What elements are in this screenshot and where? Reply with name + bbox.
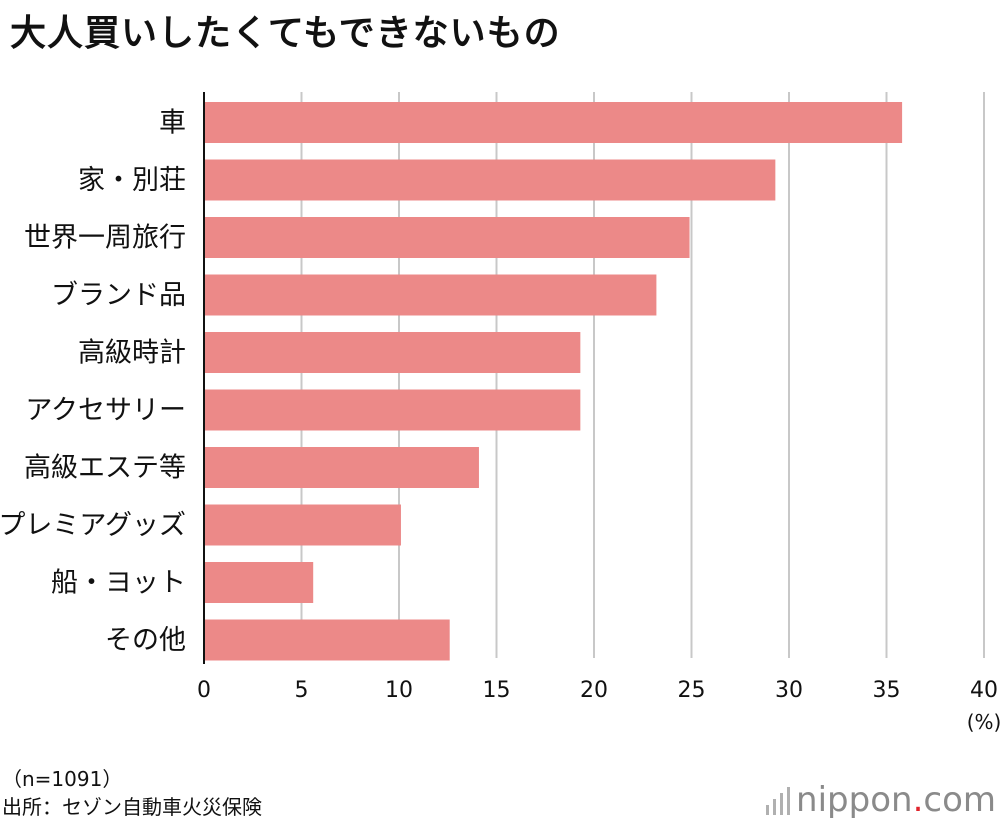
x-tick-label: 35 bbox=[873, 678, 901, 703]
bar bbox=[204, 505, 401, 546]
x-tick-label: 5 bbox=[295, 678, 309, 703]
bar bbox=[204, 447, 479, 488]
x-tick-label: 10 bbox=[385, 678, 413, 703]
logo-prefix: nippon bbox=[796, 780, 913, 820]
bar bbox=[204, 332, 580, 373]
logo-suffix: com bbox=[923, 780, 996, 820]
x-tick-label: 25 bbox=[678, 678, 706, 703]
category-label: 車 bbox=[159, 108, 186, 139]
bar-chart: 0 5 10 15 20 25 30 35 40 (%) 車家・別荘世界一周旅行ブランド品高級時計ア… bbox=[0, 0, 1000, 760]
bar bbox=[204, 562, 313, 603]
x-tick-label: 0 bbox=[197, 678, 211, 703]
source-note: 出所：セゾン自動車火災保険 bbox=[2, 791, 262, 820]
logo-dot: . bbox=[913, 780, 924, 820]
sample-size-note: （n=1091） bbox=[2, 763, 122, 792]
x-tick-label: 15 bbox=[483, 678, 511, 703]
bar bbox=[204, 160, 775, 201]
category-label: アクセサリー bbox=[25, 395, 186, 426]
category-label: 高級エステ等 bbox=[24, 453, 186, 484]
nippon-stripes-icon bbox=[766, 785, 790, 815]
x-tick-label: 20 bbox=[580, 678, 608, 703]
bar bbox=[204, 275, 656, 316]
category-label: ブランド品 bbox=[51, 280, 186, 311]
bar bbox=[204, 620, 450, 661]
bar bbox=[204, 102, 902, 143]
category-label: 家・別荘 bbox=[78, 165, 186, 196]
category-label: その他 bbox=[105, 625, 186, 656]
bar bbox=[204, 390, 580, 431]
bar bbox=[204, 217, 690, 258]
nippon-logo: nippon. com bbox=[766, 780, 996, 820]
x-unit-label: (%) bbox=[967, 710, 1000, 734]
category-label: 高級時計 bbox=[78, 338, 186, 369]
x-tick-label: 30 bbox=[775, 678, 803, 703]
category-label: プレミアグッズ bbox=[0, 510, 186, 541]
category-label: 船・ヨット bbox=[51, 568, 186, 599]
category-label: 世界一周旅行 bbox=[24, 223, 186, 254]
x-tick-label: 40 bbox=[970, 678, 998, 703]
